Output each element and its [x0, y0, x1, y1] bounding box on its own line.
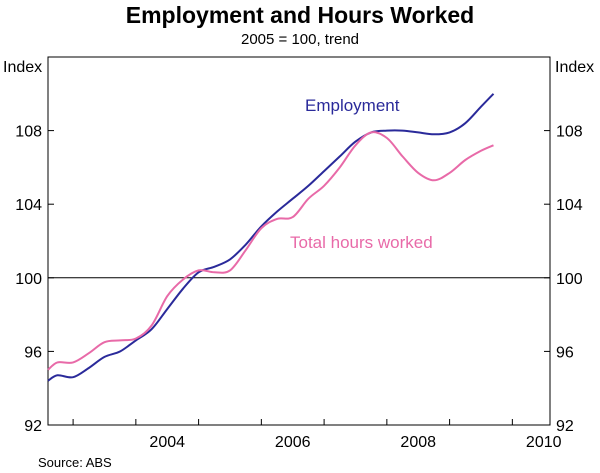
- y-tick-label-left: 108: [15, 124, 42, 141]
- chart-subtitle: 2005 = 100, trend: [240, 31, 359, 48]
- chart-title: Employment and Hours Worked: [125, 2, 475, 28]
- plot-frame: [47, 56, 551, 426]
- employment-line: [47, 93, 495, 382]
- y-tick-label-right: 96: [556, 344, 574, 361]
- y-tick-label-left: 92: [24, 418, 42, 435]
- hours-worked-line: [47, 131, 494, 371]
- y-tick-label-right: 92: [556, 418, 574, 435]
- x-tick-label: 2008: [400, 434, 436, 451]
- y-tick-label-right: 108: [556, 124, 583, 141]
- x-tick-label: 2006: [275, 434, 311, 451]
- y-tick-label-left: 100: [15, 271, 42, 288]
- employment-series-label: Employment: [305, 96, 400, 115]
- y-tick-label-right: 104: [556, 197, 583, 214]
- y-tick-label-left: 104: [15, 197, 42, 214]
- source-note: Source: ABS: [38, 455, 112, 470]
- y-tick-label-right: 100: [556, 271, 583, 288]
- y-axis-unit-left: Index: [3, 59, 42, 76]
- y-tick-label-left: 96: [24, 344, 42, 361]
- x-tick-label: 2010: [526, 434, 562, 451]
- hours-series-label: Total hours worked: [290, 233, 433, 252]
- x-tick-label: 2004: [149, 434, 185, 451]
- y-axis-unit-right: Index: [555, 59, 594, 76]
